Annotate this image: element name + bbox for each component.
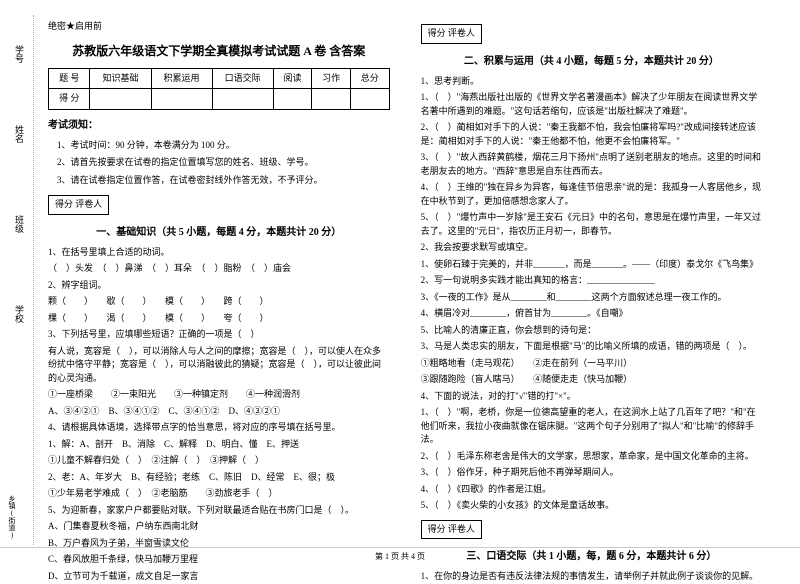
- s2q1: 1、思考判断。: [421, 75, 763, 89]
- sidebar-label-xingming: 姓名: [13, 125, 26, 143]
- s2q2c: 3、《一夜的工作》是从________和________这两个方面叙述总理一夜工…: [421, 291, 763, 305]
- s2q2b: 2、写一句说明多实践才能出真知的格言：_______________: [421, 274, 763, 288]
- score-table: 题 号 知识基础 积累运用 口语交际 阅读 习作 总分 得 分: [48, 68, 390, 110]
- s2q4b: 2、（ ）毛泽东称老舍是伟大的文学家，思想家，革命家，是中国文化革命的主将。: [421, 450, 763, 464]
- th: 题 号: [49, 68, 90, 89]
- sidebar-label-xuexiao: 学校: [13, 305, 26, 323]
- s2q4e: 5、（ ）《卖火柴的小女孩》的文体是童话故事。: [421, 499, 763, 513]
- s2q3a: ①粗略地看（走马观花） ②走在前列（一马平川）: [421, 357, 763, 371]
- th: 积累运用: [151, 68, 212, 89]
- s2q3: 3、马是人类忠实的朋友，下面是根据"马"的比喻义所填的成语，错的两项是（ ）。: [421, 340, 763, 354]
- s2q1e: 5、（ ）"爆竹声中一岁除"是王安石《元日》中的名句，意思是在爆竹声里，一年又过…: [421, 211, 763, 238]
- s2q4: 4、下面的说法，对的打"√"错的打"×"。: [421, 390, 763, 404]
- s2q2a: 1、使卵石臻于完美的，并非_______，而是_______。——（印度）泰戈尔…: [421, 258, 763, 272]
- s2q2e: 5、比喻人的清廉正直，你会想到的诗句是：: [421, 324, 763, 338]
- q3ans: A、③④②① B、③④①② C、③④①② D、④③②①: [48, 405, 390, 419]
- th: 总分: [350, 68, 389, 89]
- sidebar-label-xuehao: 学号: [13, 45, 26, 63]
- s3q1: 1、在你的身边是否有违反法律法规的事情发生，请举例子并就此例子谈谈你的见解。: [421, 570, 763, 584]
- notice-item: 1、考试时间：90 分钟，本卷满分为 100 分。: [48, 139, 390, 153]
- q5d: D、立节可为千载道，成文自足一家言: [48, 570, 390, 584]
- s2q4a: 1、（ ）"啊，老桥，你是一位德高望重的老人，在这涧水上站了几百年了吧？"和"在…: [421, 406, 763, 447]
- scorer-box: 得分 评卷人: [48, 195, 109, 215]
- td[interactable]: [273, 89, 312, 110]
- q4b: 2、老：A、年岁大 B、有经验；老练 C、陈旧 D、经常 E、很；极: [48, 471, 390, 485]
- scorer-box: 得分 评卷人: [421, 520, 482, 540]
- th: 阅读: [273, 68, 312, 89]
- section2-title: 二、积累与运用（共 4 小题，每题 5 分，本题共计 20 分）: [421, 54, 763, 69]
- td[interactable]: [90, 89, 151, 110]
- sidebar-label-banji: 班级: [13, 215, 26, 233]
- dotted-line: [33, 15, 34, 545]
- td-label: 得 分: [49, 89, 90, 110]
- q5: 5、为迎新春，家家户户都要贴对联。下列对联最适合贴在书房门口是（ ）。: [48, 504, 390, 518]
- q4: 4、请根据具体语境，选择带点字的恰当意思，将对应的序号填在括号里。: [48, 421, 390, 435]
- page-container: 绝密★启用前 苏教版六年级语文下学期全真模拟考试试题 A 卷 含答案 题 号 知…: [0, 0, 800, 545]
- s2q4d: 4、（ ）《四歌》的作者是江姐。: [421, 483, 763, 497]
- q4a1: ①儿童不解春归处（ ） ②注解（ ） ③押解（ ）: [48, 454, 390, 468]
- sidebar-label-xiangzhen: 乡镇(街道): [7, 495, 17, 539]
- q4b1: ①少年易老学难成（ ） ②老脑筋 ③劲旅老手（ ）: [48, 487, 390, 501]
- q5a: A、门集春夏秋冬福，户纳东西南北财: [48, 520, 390, 534]
- q1: 1、在括号里填上合适的动词。: [48, 246, 390, 260]
- section1-title: 一、基础知识（共 5 小题，每题 4 分，本题共计 20 分）: [48, 225, 390, 240]
- exam-title: 苏教版六年级语文下学期全真模拟考试试题 A 卷 含答案: [48, 42, 390, 60]
- q3text: 有人说，宽容是（ ），可以消除人与人之间的摩擦；宽容是（ ），可以使人在众多纷扰…: [48, 345, 390, 386]
- page-footer: 第 1 页 共 4 页: [0, 547, 800, 562]
- s2q3b: ③跟随跑险（盲人瞎马） ④随便走走（快马加鞭）: [421, 373, 763, 387]
- notice-title: 考试须知：: [48, 118, 390, 133]
- q2a: 颗（ ） 歇（ ） 模（ ） 跨（ ）: [48, 295, 390, 309]
- q1-line: （ ）头发 （ ）鼻涕 （ ）耳朵 （ ）脂粉 （ ）庙会: [48, 262, 390, 276]
- s2q2d: 4、横眉冷对________，俯首甘为________。《自嘲》: [421, 307, 763, 321]
- td[interactable]: [312, 89, 351, 110]
- q2b: 棵（ ） 渴（ ） 模（ ） 夸（ ）: [48, 312, 390, 326]
- s2q1d: 4、（ ）王维的"独在异乡为异客，每逢佳节倍思亲"说的是：我孤身一人客居他乡，现…: [421, 181, 763, 208]
- s2q1b: 2、（ ）蔺相如对手下的人说："秦王我都不怕，我会怕廉将军吗?"改成间接转述应该…: [421, 121, 763, 148]
- s2q1a: 1、（ ）"海燕出版社出版的《世界文学名著漫画本》解决了少年朋友在阅读世界文学名…: [421, 91, 763, 118]
- scorer-box: 得分 评卷人: [421, 24, 482, 44]
- binding-sidebar: 学号 姓名 班级 学校 乡镇(街道): [5, 15, 35, 545]
- table-row: 题 号 知识基础 积累运用 口语交际 阅读 习作 总分: [49, 68, 390, 89]
- th: 口语交际: [212, 68, 273, 89]
- left-column: 绝密★启用前 苏教版六年级语文下学期全真模拟考试试题 A 卷 含答案 题 号 知…: [40, 20, 398, 535]
- q4a: 1、解：A、剖开 B、消除 C、解释 D、明白、懂 E、押送: [48, 438, 390, 452]
- s2q2: 2、我会按要求默写或填空。: [421, 241, 763, 255]
- notice-item: 2、请首先按要求在试卷的指定位置填写您的姓名、班级、学号。: [48, 156, 390, 170]
- td[interactable]: [151, 89, 212, 110]
- s2q1c: 3、（ ）"故人西辞黄鹤楼，烟花三月下扬州"点明了送别老朋友的地点。这里的时间和…: [421, 151, 763, 178]
- th: 习作: [312, 68, 351, 89]
- table-row: 得 分: [49, 89, 390, 110]
- s2q4c: 3、（ ）俗作牙，种子期死后他不再弹琴期间人。: [421, 466, 763, 480]
- right-column: 得分 评卷人 二、积累与运用（共 4 小题，每题 5 分，本题共计 20 分） …: [413, 20, 771, 535]
- th: 知识基础: [90, 68, 151, 89]
- q2: 2、辨字组词。: [48, 279, 390, 293]
- notice-item: 3、请在试卷指定位置作答，在试卷密封线外作答无效，不予评分。: [48, 174, 390, 188]
- td[interactable]: [350, 89, 389, 110]
- secrecy-mark: 绝密★启用前: [48, 20, 390, 34]
- td[interactable]: [212, 89, 273, 110]
- q3: 3、下列括号里，应填哪些短语？正确的一项是（ ）: [48, 328, 390, 342]
- q3opts: ①一座桥梁 ②一束阳光 ③一种镇定剂 ④一种润滑剂: [48, 388, 390, 402]
